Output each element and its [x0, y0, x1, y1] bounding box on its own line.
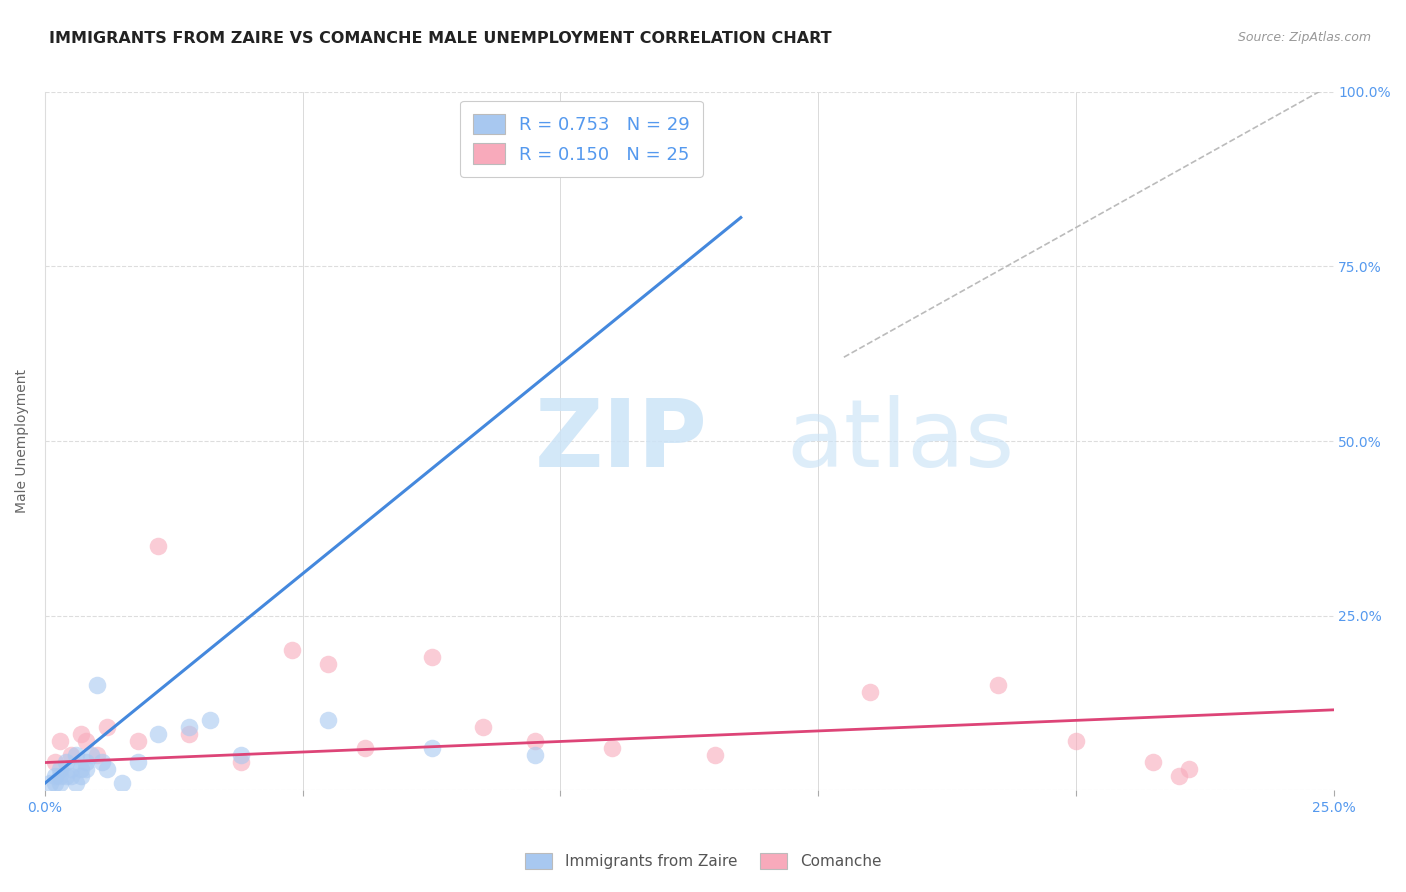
- Point: [49, 776, 72, 790]
- Point: [86, 678, 108, 692]
- Point: [59, 748, 82, 763]
- Point: [1167, 769, 1189, 783]
- Point: [1178, 762, 1201, 776]
- Point: [198, 714, 221, 728]
- Point: [75, 755, 97, 769]
- Point: [59, 769, 82, 783]
- Point: [148, 539, 170, 553]
- Point: [86, 748, 108, 763]
- Point: [229, 748, 252, 763]
- Point: [1142, 755, 1164, 769]
- Text: Source: ZipAtlas.com: Source: ZipAtlas.com: [1237, 31, 1371, 45]
- Point: [44, 769, 66, 783]
- Point: [80, 748, 103, 763]
- Point: [44, 776, 66, 790]
- Point: [127, 755, 149, 769]
- Point: [55, 755, 77, 769]
- Point: [49, 734, 72, 748]
- Point: [318, 714, 340, 728]
- Point: [70, 762, 93, 776]
- Point: [420, 741, 443, 756]
- Y-axis label: Male Unemployment: Male Unemployment: [15, 369, 30, 513]
- Point: [420, 650, 443, 665]
- Point: [600, 741, 623, 756]
- Text: ZIP: ZIP: [534, 395, 707, 487]
- Point: [704, 748, 727, 763]
- Point: [70, 769, 93, 783]
- Point: [75, 734, 97, 748]
- Point: [472, 720, 495, 734]
- Point: [127, 734, 149, 748]
- Point: [353, 741, 375, 756]
- Point: [59, 762, 82, 776]
- Point: [987, 678, 1010, 692]
- Point: [318, 657, 340, 672]
- Point: [44, 755, 66, 769]
- Point: [75, 762, 97, 776]
- Point: [179, 727, 201, 741]
- Point: [96, 720, 118, 734]
- Point: [39, 776, 62, 790]
- Point: [96, 762, 118, 776]
- Point: [90, 755, 112, 769]
- Legend: R = 0.753   N = 29, R = 0.150   N = 25: R = 0.753 N = 29, R = 0.150 N = 25: [460, 101, 703, 177]
- Text: atlas: atlas: [786, 395, 1014, 487]
- Point: [65, 776, 87, 790]
- Text: IMMIGRANTS FROM ZAIRE VS COMANCHE MALE UNEMPLOYMENT CORRELATION CHART: IMMIGRANTS FROM ZAIRE VS COMANCHE MALE U…: [49, 31, 832, 46]
- Point: [523, 748, 546, 763]
- Point: [111, 776, 134, 790]
- Point: [148, 727, 170, 741]
- Point: [49, 769, 72, 783]
- Point: [55, 769, 77, 783]
- Point: [1064, 734, 1087, 748]
- Legend: Immigrants from Zaire, Comanche: Immigrants from Zaire, Comanche: [519, 847, 887, 875]
- Point: [179, 720, 201, 734]
- Point: [859, 685, 882, 699]
- Point: [523, 734, 546, 748]
- Point: [65, 748, 87, 763]
- Point: [70, 727, 93, 741]
- Point: [49, 762, 72, 776]
- Point: [281, 643, 304, 657]
- Point: [229, 755, 252, 769]
